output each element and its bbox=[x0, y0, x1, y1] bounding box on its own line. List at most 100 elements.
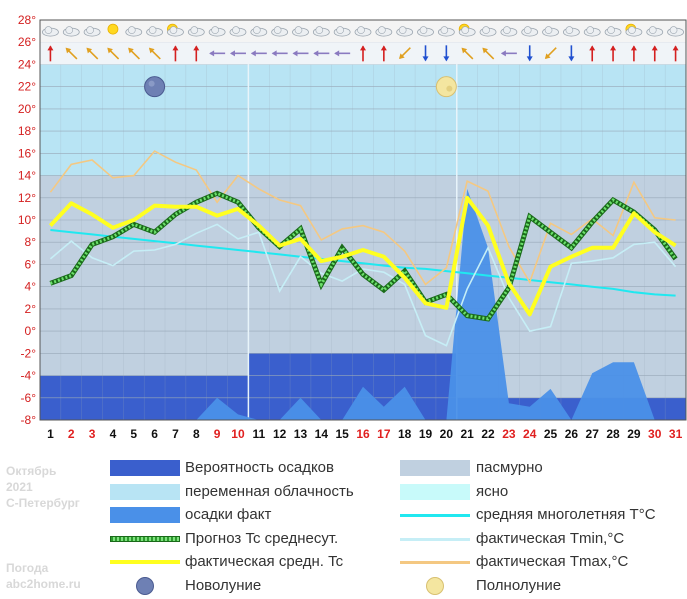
legend-label: пасмурно bbox=[476, 459, 543, 476]
wind-arrow-icon bbox=[250, 50, 267, 57]
cloud-icon bbox=[354, 26, 372, 37]
x-tick-label: 7 bbox=[172, 427, 179, 441]
legend-label: Полнолуние bbox=[476, 576, 562, 594]
wind-arrow-icon bbox=[65, 47, 78, 60]
legend-label: фактическая Tmin,°C bbox=[476, 529, 625, 547]
x-tick-label: 21 bbox=[461, 427, 475, 441]
wind-arrow-icon bbox=[193, 45, 200, 62]
series-tmax bbox=[49, 150, 676, 286]
wind-arrow-icon bbox=[107, 47, 120, 60]
cloud-icon bbox=[125, 26, 143, 37]
cloud-icon bbox=[62, 26, 80, 37]
cloud-icon bbox=[646, 26, 664, 37]
wind-arrow-icon bbox=[482, 47, 495, 60]
series-precip-fact bbox=[50, 188, 676, 420]
wind-arrow-icon bbox=[271, 50, 288, 57]
x-tick-label: 28 bbox=[606, 427, 620, 441]
legend-label: осадки факт bbox=[185, 506, 272, 523]
legend-swatch bbox=[400, 561, 470, 564]
sun-cloud-icon bbox=[167, 23, 184, 37]
caption-site-url: abc2home.ru bbox=[6, 577, 81, 591]
wind-arrow-icon bbox=[500, 50, 517, 57]
wind-arrow-icon bbox=[128, 47, 140, 60]
wind-arrow-icon bbox=[148, 47, 161, 60]
x-tick-label: 27 bbox=[586, 427, 600, 441]
plot-border bbox=[39, 19, 687, 421]
x-tick-label: 5 bbox=[130, 427, 137, 441]
wind-arrow-icon bbox=[422, 45, 429, 62]
x-tick-label: 24 bbox=[523, 427, 537, 441]
x-tick-label: 8 bbox=[193, 427, 200, 441]
sun-cloud-icon bbox=[625, 23, 643, 37]
x-tick-label: 6 bbox=[151, 427, 158, 441]
legend-label: Прогноз Tc среднесут. bbox=[185, 529, 339, 547]
legend-swatch bbox=[400, 483, 470, 500]
wind-arrow-icon bbox=[672, 45, 679, 62]
y-tick-label: 24° bbox=[18, 57, 36, 71]
y-tick-label: 12° bbox=[18, 191, 36, 205]
cloud-icon bbox=[333, 26, 351, 37]
x-tick-label: 11 bbox=[252, 427, 265, 441]
cloud-icon bbox=[375, 26, 393, 37]
cloud-icon bbox=[604, 26, 622, 37]
wind-arrow-icon bbox=[229, 50, 246, 57]
legend-swatch bbox=[110, 507, 180, 523]
wind-arrow-icon bbox=[313, 50, 330, 57]
wind-arrow-icon bbox=[589, 45, 596, 62]
wind-arrow-icon bbox=[380, 45, 387, 62]
legend-swatch bbox=[110, 535, 180, 542]
y-tick-label: 6° bbox=[25, 257, 37, 271]
y-tick-label: 18° bbox=[18, 124, 36, 138]
y-tick-label: 22° bbox=[18, 80, 36, 94]
x-tick-label: 17 bbox=[377, 427, 391, 441]
y-tick-label: -6° bbox=[21, 391, 37, 405]
legend-swatch bbox=[400, 460, 470, 476]
cloud-icon bbox=[479, 26, 497, 37]
cloud-icon bbox=[437, 26, 455, 37]
cloud-icon bbox=[42, 26, 59, 37]
y-tick-label: 28° bbox=[18, 13, 36, 27]
x-tick-label: 9 bbox=[214, 427, 221, 441]
legend-label: фактическая Tmax,°C bbox=[476, 553, 629, 570]
legend-swatch bbox=[400, 514, 470, 517]
sun-cloud-icon bbox=[458, 23, 476, 37]
x-tick-label: 25 bbox=[544, 427, 558, 441]
x-tick-label: 2 bbox=[68, 427, 75, 441]
series-actual-mean bbox=[48, 195, 677, 317]
x-tick-label: 10 bbox=[231, 427, 245, 441]
wind-arrow-icon bbox=[568, 45, 575, 62]
cloud-icon bbox=[292, 26, 309, 37]
y-tick-label: 0° bbox=[25, 324, 37, 338]
legend-label: Вероятность осадков bbox=[185, 459, 334, 476]
cloud-icon bbox=[417, 26, 434, 37]
wind-arrow-icon bbox=[209, 50, 226, 57]
x-tick-label: 22 bbox=[481, 427, 495, 441]
cloud-icon bbox=[562, 26, 580, 37]
legend-swatch bbox=[110, 483, 180, 500]
y-tick-label: 16° bbox=[18, 146, 36, 160]
legend-label: средняя многолетняя T°C bbox=[476, 506, 656, 523]
cloud-icon bbox=[583, 26, 601, 37]
series-tmin bbox=[49, 223, 677, 347]
weather-chart: 28° 26° 24° 22° 20° 18° 16° 14° 12° 10° 8° 6° 4° 2° 0°… bbox=[18, 13, 687, 441]
full-moon-crater bbox=[446, 85, 453, 92]
caption-site-name: Погода bbox=[6, 561, 49, 575]
new-moon-crater bbox=[148, 80, 155, 87]
cloud-icon bbox=[396, 26, 414, 37]
wind-arrow-icon bbox=[47, 45, 54, 62]
cloud-icon bbox=[312, 26, 330, 37]
series-forecast bbox=[49, 191, 677, 321]
wind-arrow-icon bbox=[292, 50, 309, 57]
cloud-icon bbox=[208, 26, 226, 37]
legend-label: фактическая средн. Tc bbox=[185, 553, 344, 570]
wind-arrow-icon bbox=[86, 47, 99, 60]
wind-arrow-icon bbox=[461, 47, 474, 60]
series-longterm-mean bbox=[50, 229, 676, 297]
x-tick-label: 26 bbox=[565, 427, 579, 441]
x-tick-label: 13 bbox=[294, 427, 308, 441]
y-tick-label: 10° bbox=[18, 213, 36, 227]
y-tick-label: -8° bbox=[21, 413, 37, 427]
x-tick-label: 14 bbox=[315, 427, 329, 441]
caption-year: 2021 bbox=[6, 480, 33, 494]
y-tick-label: 14° bbox=[18, 169, 36, 183]
